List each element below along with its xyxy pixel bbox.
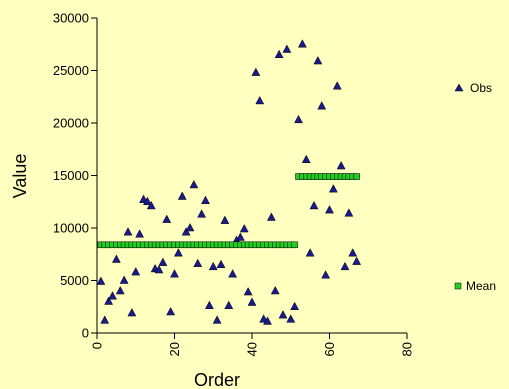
y-tick-label: 20000 bbox=[53, 116, 89, 131]
obs-point bbox=[313, 56, 323, 65]
obs-point bbox=[263, 316, 272, 325]
obs-point bbox=[344, 208, 354, 217]
x-axis: 0 20 40 60 80 bbox=[90, 333, 415, 356]
obs-point bbox=[325, 205, 334, 214]
y-tick-label: 25000 bbox=[53, 63, 89, 78]
obs-point bbox=[321, 270, 331, 279]
obs-point bbox=[154, 264, 164, 274]
y-tick-label: 30000 bbox=[53, 11, 89, 26]
legend-mean-marker bbox=[454, 282, 462, 290]
obs-point bbox=[208, 261, 218, 271]
obs-point bbox=[135, 229, 145, 238]
obs-point bbox=[131, 267, 141, 276]
y-tick-label: 0 bbox=[82, 326, 89, 341]
obs-point bbox=[170, 269, 179, 278]
obs-point bbox=[181, 227, 191, 236]
obs-point bbox=[185, 222, 195, 232]
obs-point bbox=[142, 196, 152, 205]
obs-point bbox=[119, 275, 129, 284]
obs-point bbox=[239, 224, 249, 233]
obs-point bbox=[278, 310, 288, 319]
obs-point bbox=[127, 308, 137, 317]
x-tick-label: 60 bbox=[322, 342, 337, 356]
obs-point bbox=[173, 248, 183, 257]
y-tick-label: 15000 bbox=[53, 168, 89, 183]
obs-point bbox=[309, 200, 319, 210]
obs-point bbox=[216, 259, 226, 268]
obs-point bbox=[270, 285, 280, 295]
obs-point bbox=[247, 297, 257, 306]
obs-point bbox=[197, 209, 207, 218]
y-axis: 0 5000 10000 15000 20000 25000 30000 bbox=[53, 11, 97, 341]
mean-marks bbox=[97, 173, 360, 249]
obs-point bbox=[297, 39, 307, 48]
obs-point bbox=[224, 300, 234, 309]
obs-point bbox=[96, 276, 106, 285]
x-tick-label: 20 bbox=[167, 342, 182, 356]
obs-point bbox=[305, 248, 315, 257]
obs-point bbox=[328, 184, 338, 193]
plot-marks bbox=[96, 39, 362, 325]
obs-point bbox=[301, 154, 311, 163]
obs-point bbox=[348, 248, 358, 257]
legend: Obs Mean bbox=[454, 81, 496, 293]
x-tick-label: 40 bbox=[245, 342, 260, 356]
y-tick-label: 5000 bbox=[60, 273, 89, 288]
obs-point bbox=[123, 227, 133, 236]
obs-point bbox=[201, 195, 210, 204]
obs-point bbox=[274, 49, 284, 58]
obs-point bbox=[235, 232, 245, 241]
obs-point bbox=[336, 161, 346, 170]
obs-point bbox=[220, 215, 230, 224]
obs-point bbox=[340, 261, 350, 271]
obs-point bbox=[290, 301, 300, 310]
obs-point bbox=[166, 306, 176, 316]
mean-point bbox=[353, 173, 360, 180]
obs-point bbox=[282, 44, 292, 53]
mean-point bbox=[291, 241, 298, 249]
obs-point bbox=[243, 287, 253, 296]
obs-point bbox=[162, 214, 172, 223]
obs-point bbox=[286, 314, 296, 323]
obs-point bbox=[115, 285, 125, 295]
y-axis-title: Value bbox=[10, 154, 30, 199]
legend-mean-label: Mean bbox=[466, 279, 496, 293]
obs-point bbox=[212, 315, 222, 324]
obs-point bbox=[158, 257, 168, 266]
obs-point bbox=[251, 67, 261, 76]
obs-point bbox=[189, 179, 199, 189]
obs-point bbox=[108, 291, 117, 300]
obs-point bbox=[332, 81, 342, 90]
y-tick-label: 10000 bbox=[53, 221, 89, 236]
x-tick-label: 0 bbox=[90, 342, 105, 349]
x-tick-label: 80 bbox=[400, 342, 415, 356]
obs-point bbox=[204, 300, 214, 309]
obs-point bbox=[146, 200, 156, 210]
obs-point bbox=[255, 95, 265, 105]
obs-point bbox=[317, 101, 327, 110]
obs-point bbox=[104, 296, 114, 305]
legend-obs-marker bbox=[454, 83, 464, 92]
obs-point bbox=[193, 258, 203, 267]
obs-point bbox=[294, 114, 303, 124]
obs-point bbox=[228, 269, 238, 278]
obs-point bbox=[100, 315, 110, 324]
obs-point bbox=[111, 254, 121, 263]
x-axis-title: Order bbox=[194, 370, 240, 389]
obs-point bbox=[177, 191, 187, 200]
obs-point bbox=[352, 256, 362, 265]
legend-obs-label: Obs bbox=[470, 81, 492, 95]
obs-point bbox=[266, 212, 276, 221]
